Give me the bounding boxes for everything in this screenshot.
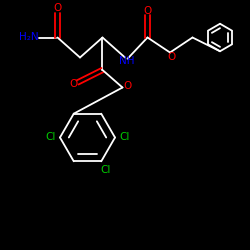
Text: Cl: Cl (45, 132, 56, 142)
Text: O: O (168, 52, 176, 62)
Text: Cl: Cl (101, 164, 111, 174)
Text: Cl: Cl (119, 132, 130, 142)
Text: O: O (53, 2, 62, 12)
Text: O: O (144, 6, 152, 16)
Text: H₂N: H₂N (19, 32, 38, 42)
Text: O: O (69, 79, 77, 89)
Text: O: O (124, 81, 132, 91)
Text: NH: NH (119, 56, 135, 66)
